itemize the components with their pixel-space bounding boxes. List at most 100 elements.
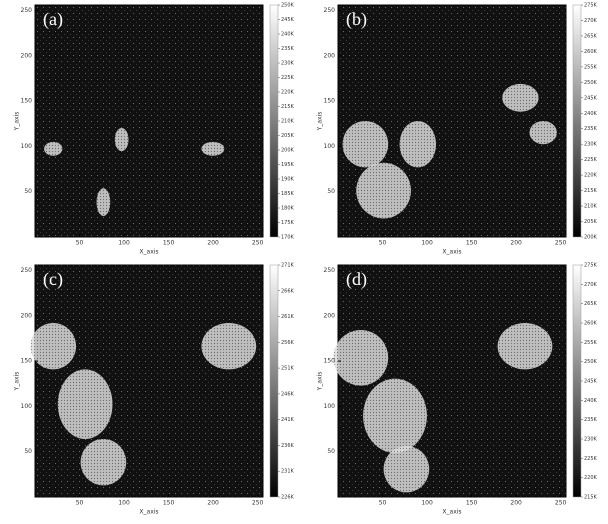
bright-region (342, 121, 389, 168)
colorbar-tick-label: 200K (281, 148, 295, 154)
colorbar-tick-label: 231K (281, 469, 295, 475)
colorbar-tick-label: 256K (281, 340, 295, 346)
colorbar-tick-label: 235K (584, 126, 598, 132)
x-axis-label: X_axis (139, 249, 158, 256)
colorbar-tick-label: 255K (584, 340, 598, 346)
colorbar-tick-label: 265K (584, 33, 598, 39)
x-axis-label: X_axis (139, 509, 158, 516)
colorbar-tick-label: 230K (584, 437, 598, 443)
colorbar-tick-label: 251K (281, 366, 295, 372)
colorbar-tick-label: 240K (584, 111, 598, 117)
colorbar-tick-label: 275K (584, 3, 598, 9)
colorbar-tick-label: 270K (584, 282, 598, 288)
colorbar-tick-label: 236K (281, 443, 295, 449)
x-axis-label: X_axis (442, 249, 461, 256)
colorbar-tick-label: 175K (281, 220, 295, 226)
panel: (d) 50 100 150 200 250 50 100 150 200 250 X_axis Y_a… (317, 263, 598, 516)
x-tick-label: 200 (207, 500, 219, 507)
colorbar-tick-label: 205K (281, 133, 295, 139)
bright-region (399, 121, 437, 168)
bright-region (96, 188, 111, 217)
colorbar-tick-label: 205K (584, 219, 598, 225)
colorbar-tick-label: 200K (584, 235, 598, 241)
bright-region (201, 141, 225, 156)
bright-region (333, 329, 389, 386)
y-axis-label: Y_axis (317, 112, 324, 132)
y-tick-label: 50 (327, 188, 335, 195)
colorbar-tick-label: 261K (281, 314, 295, 320)
colorbar-tick-label: 260K (584, 321, 598, 327)
bright-region (57, 369, 113, 440)
colorbar-tick-label: 210K (281, 119, 295, 125)
bright-region (201, 323, 257, 370)
colorbar-tick-label: 185K (281, 191, 295, 197)
y-tick-label: 250 (324, 267, 336, 274)
x-axis-label: X_axis (442, 509, 461, 516)
colorbar-tick-label: 245K (281, 17, 295, 23)
x-tick-label: 150 (163, 500, 175, 507)
colorbar-tick-label: 235K (584, 417, 598, 423)
colorbar (572, 264, 582, 498)
colorbar-tick-label: 241K (281, 417, 295, 423)
y-tick-label: 50 (24, 448, 32, 455)
x-tick-label: 200 (207, 240, 219, 247)
x-tick-label: 100 (118, 240, 130, 247)
colorbar-tick-label: 275K (584, 263, 598, 269)
bright-region (356, 162, 411, 219)
colorbar-tick-label: 246K (281, 391, 295, 397)
panel: (b) 50 100 150 200 250 50 100 150 200 250 X_axis Y_a… (317, 3, 598, 256)
y-tick-label: 150 (324, 358, 336, 365)
colorbar-tick-label: 235K (281, 46, 295, 52)
colorbar-tick-label: 255K (584, 64, 598, 70)
bright-region (383, 445, 430, 493)
colorbar-tick-label: 195K (281, 162, 295, 168)
panel: (c) 50 100 150 200 250 50 100 150 200 250 X_axis Y_a… (14, 263, 295, 516)
colorbar-tick-label: 180K (281, 206, 295, 212)
panel-label: (d) (346, 269, 367, 290)
colorbar-tick-label: 265K (584, 301, 598, 307)
bright-region (497, 323, 553, 370)
colorbar-tick-label: 270K (584, 18, 598, 24)
colorbar-tick-label: 215K (584, 188, 598, 194)
colorbar-tick-label: 220K (281, 90, 295, 96)
colorbar-tick-label: 250K (584, 80, 598, 86)
colorbar (269, 264, 279, 498)
colorbar-tick-label: 260K (584, 49, 598, 55)
y-tick-label: 150 (21, 358, 33, 365)
bright-region (529, 121, 557, 145)
panel-label: (c) (43, 269, 63, 290)
panel: (a) 50 100 150 200 250 50 100 150 200 250 X_axis Y_a… (14, 3, 295, 256)
colorbar-tick-label: 230K (584, 142, 598, 148)
x-tick-label: 250 (555, 240, 567, 247)
panel-label: (b) (346, 9, 367, 30)
x-tick-label: 150 (163, 240, 175, 247)
x-tick-label: 200 (510, 500, 522, 507)
y-tick-label: 150 (324, 98, 336, 105)
colorbar-tick-label: 245K (584, 379, 598, 385)
colorbar-tick-label: 240K (584, 398, 598, 404)
y-axis-label: Y_axis (14, 112, 21, 132)
x-tick-label: 100 (421, 500, 433, 507)
y-tick-label: 150 (21, 98, 33, 105)
y-tick-label: 50 (327, 448, 335, 455)
x-tick-label: 50 (379, 500, 387, 507)
y-tick-label: 100 (21, 403, 33, 410)
y-tick-label: 200 (324, 52, 336, 59)
y-tick-label: 200 (21, 312, 33, 319)
colorbar-tick-label: 240K (281, 32, 295, 38)
x-tick-label: 50 (379, 240, 387, 247)
x-tick-label: 250 (555, 500, 567, 507)
colorbar-tick-label: 230K (281, 61, 295, 67)
bright-region (114, 127, 129, 152)
bright-region (44, 141, 63, 156)
bright-region (363, 378, 427, 453)
y-tick-label: 50 (24, 188, 32, 195)
colorbar (572, 4, 582, 238)
y-axis-label: Y_axis (317, 372, 324, 392)
y-tick-label: 100 (324, 143, 336, 150)
colorbar-tick-label: 271K (281, 263, 295, 269)
y-axis-label: Y_axis (14, 372, 21, 392)
colorbar-tick-label: 245K (584, 95, 598, 101)
colorbar-tick-label: 225K (584, 157, 598, 163)
